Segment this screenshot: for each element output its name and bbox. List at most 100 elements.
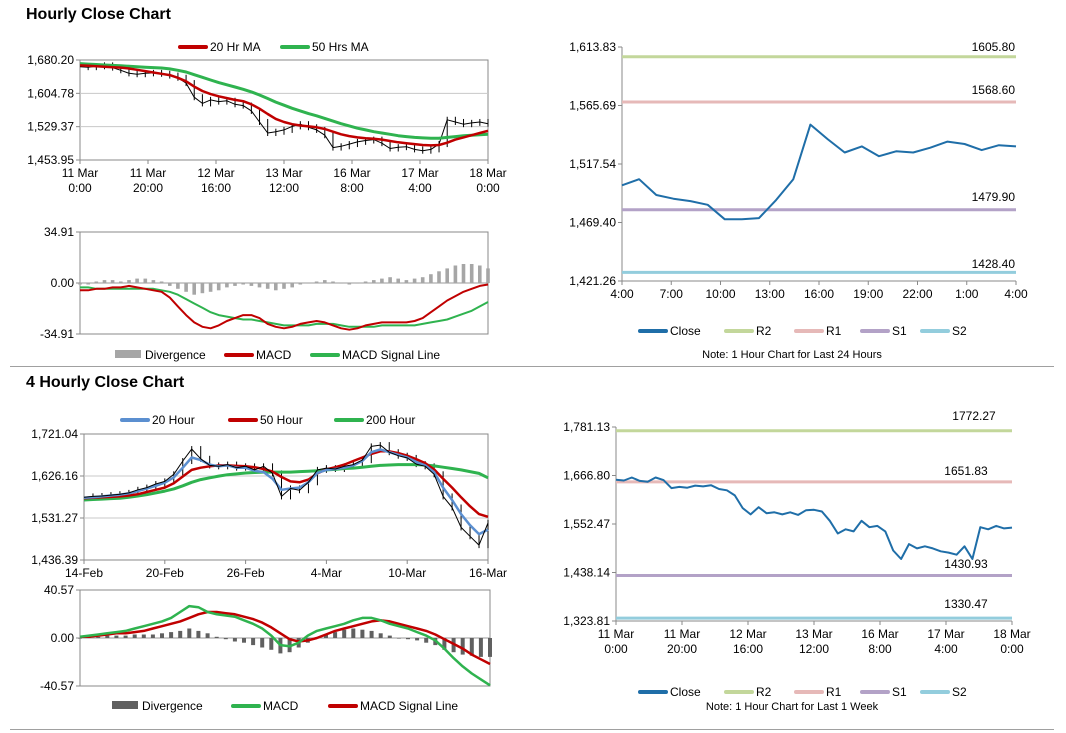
- four-hourly-macd-divergence-bar: [78, 638, 82, 639]
- four-hourly-week-level-r2-label: 1772.27: [952, 409, 996, 423]
- four-hourly-week-x-axis-date-label: 16 Mar: [861, 627, 898, 641]
- bottom-divider: [10, 729, 1054, 730]
- hourly-price-y-axis-label: 1,529.37: [27, 120, 74, 134]
- four-hourly-macd-divergence-bar: [187, 628, 192, 638]
- hourly-24h-y-axis-label: 1,565.69: [569, 99, 616, 113]
- four-hourly-macd-signal-line: [80, 610, 491, 666]
- hourly-macd-divergence-bar: [380, 278, 384, 283]
- hourly-macd-divergence-bar: [159, 281, 164, 283]
- hourly-macd-divergence-bar: [216, 283, 221, 291]
- hourly-macd-signal-line: [80, 286, 489, 328]
- four-hourly-macd-y-axis-label: 40.57: [44, 583, 74, 597]
- hourly-macd-divergence-bar: [200, 283, 205, 294]
- hourly-price-20hr-ma-line: [79, 64, 489, 147]
- hourly-macd-divergence-bar: [274, 283, 278, 291]
- hourly-macd-divergence-bar: [331, 281, 335, 283]
- hourly-price-x-axis-time-label: 0:00: [476, 181, 500, 195]
- four-hourly-week-y-axis-label: 1,323.81: [563, 614, 610, 628]
- hourly-24h-y-axis-label: 1,469.40: [569, 216, 616, 230]
- four-hourly-macd-divergence-bar: [469, 638, 474, 656]
- hourly-24h-x-axis-label: 19:00: [853, 287, 883, 301]
- hourly-24h-legend-label: R1: [826, 324, 842, 338]
- hourly-macd-divergence-bar: [420, 277, 425, 283]
- four-hourly-macd-divergence-bar: [123, 635, 128, 638]
- hourly-macd-divergence-bar: [388, 277, 392, 283]
- hourly-macd-divergence-bar: [412, 278, 417, 283]
- hourly-macd-divergence-bar: [192, 283, 196, 295]
- four-hourly-price-legend-label: 20 Hour: [152, 413, 195, 427]
- four-hourly-week-x-axis-time-label: 8:00: [868, 642, 892, 656]
- hourly-macd-legend-label: MACD Signal Line: [342, 348, 440, 362]
- hourly-macd-divergence-bar: [110, 280, 115, 283]
- hourly-24h-close-line: [621, 123, 1017, 221]
- four-hourly-price-50hr-line: [83, 450, 489, 518]
- four-hourly-macd-divergence-bar: [242, 638, 246, 643]
- four-hourly-price-y-axis-label: 1,721.04: [31, 427, 78, 441]
- four-hourly-macd-divergence-bar: [178, 630, 183, 638]
- hourly-macd-divergence-bar: [257, 283, 262, 288]
- four-hourly-week-x-axis-time-label: 4:00: [934, 642, 958, 656]
- four-hourly-macd-divergence-bar: [478, 638, 483, 657]
- four-hourly-price-legend-label: 200 Hour: [366, 413, 415, 427]
- hourly-macd-divergence-bar: [396, 278, 400, 283]
- hourly-macd-divergence-bar: [151, 280, 156, 283]
- hourly-macd-divergence-bar: [469, 264, 474, 283]
- four-hourly-week-x-axis-time-label: 20:00: [667, 642, 697, 656]
- hourly-price-x-axis-date-label: 17 Mar: [401, 166, 438, 180]
- four-hourly-macd-legend-label: MACD Signal Line: [360, 699, 458, 713]
- four-hourly-macd-line: [79, 604, 491, 687]
- four-hourly-macd-divergence-bar: [96, 636, 101, 638]
- hourly-24h-level-r2-label: 1605.80: [972, 40, 1016, 54]
- hourly-macd-divergence-bar: [208, 283, 213, 292]
- four-hourly-week-legend-label: S2: [952, 685, 967, 699]
- four-hourly-price-x-axis-label: 10-Mar: [388, 566, 426, 580]
- four-hourly-price-20hr-line: [83, 448, 489, 536]
- four-hourly-week-note: Note: 1 Hour Chart for Last 1 Week: [706, 701, 879, 713]
- four-hourly-macd-divergence-bar: [223, 638, 228, 640]
- four-hourly-week-x-axis-time-label: 16:00: [733, 642, 763, 656]
- four-hourly-macd-divergence-bar: [232, 638, 237, 642]
- hourly-24h-note: Note: 1 Hour Chart for Last 24 Hours: [702, 349, 882, 361]
- hourly-macd-divergence-bar: [363, 281, 368, 283]
- four-hourly-macd-divergence-bar: [214, 636, 219, 638]
- four-hourly-week-x-axis-date-label: 12 Mar: [729, 627, 766, 641]
- hourly-macd-divergence-bar: [355, 283, 360, 284]
- hourly-macd-divergence-bar: [168, 283, 172, 286]
- hourly-price-x-axis-time-label: 16:00: [201, 181, 231, 195]
- hourly-macd-divergence-bar: [486, 268, 490, 283]
- four-hourly-macd-divergence-bar: [460, 638, 465, 655]
- hourly-macd-divergence-bar: [445, 268, 449, 283]
- four-hourly-macd-divergence-bar: [169, 632, 174, 638]
- hourly-24h-legend-label: R2: [756, 324, 772, 338]
- four-hourly-section-title: 4 Hourly Close Chart: [26, 374, 185, 391]
- four-hourly-week-level-s2-label: 1330.47: [944, 597, 988, 611]
- four-hourly-macd-y-axis-label: 0.00: [51, 631, 75, 645]
- four-hourly-price-y-axis-label: 1,436.39: [31, 553, 78, 567]
- four-hourly-week-y-axis-label: 1,781.13: [563, 420, 610, 434]
- hourly-macd-divergence-bar: [78, 283, 82, 285]
- four-hourly-week-legend-label: S1: [892, 685, 907, 699]
- four-hourly-macd-divergence-bar: [415, 638, 420, 641]
- four-hourly-macd-divergence-bar: [387, 635, 392, 638]
- four-hourly-price-y-axis-label: 1,626.16: [31, 469, 78, 483]
- four-hourly-macd-legend-swatch: [112, 701, 138, 709]
- four-hourly-macd-divergence-bar: [424, 638, 429, 643]
- four-hourly-week-x-axis-time-label: 0:00: [1000, 642, 1024, 656]
- four-hourly-macd-divergence-bar: [141, 634, 146, 638]
- hourly-macd-divergence-bar: [339, 283, 343, 284]
- hourly-macd-divergence-bar: [265, 283, 270, 289]
- four-hourly-price-y-axis-label: 1,531.27: [31, 511, 78, 525]
- hourly-macd-divergence-bar: [298, 283, 303, 285]
- hourly-price-x-axis-time-label: 8:00: [340, 181, 364, 195]
- hourly-section-title: Hourly Close Chart: [26, 6, 171, 23]
- hourly-macd-divergence-bar: [176, 283, 180, 289]
- hourly-macd-divergence-bar: [404, 280, 409, 283]
- four-hourly-macd-legend-label: Divergence: [142, 699, 203, 713]
- four-hourly-week-x-axis-time-label: 12:00: [799, 642, 829, 656]
- hourly-macd-divergence-bar: [347, 283, 352, 285]
- hourly-24h-x-axis-label: 22:00: [902, 287, 932, 301]
- hourly-macd-divergence-bar: [86, 283, 90, 285]
- hourly-price-x-axis-time-label: 0:00: [68, 181, 92, 195]
- four-hourly-macd-divergence-bar: [105, 635, 110, 638]
